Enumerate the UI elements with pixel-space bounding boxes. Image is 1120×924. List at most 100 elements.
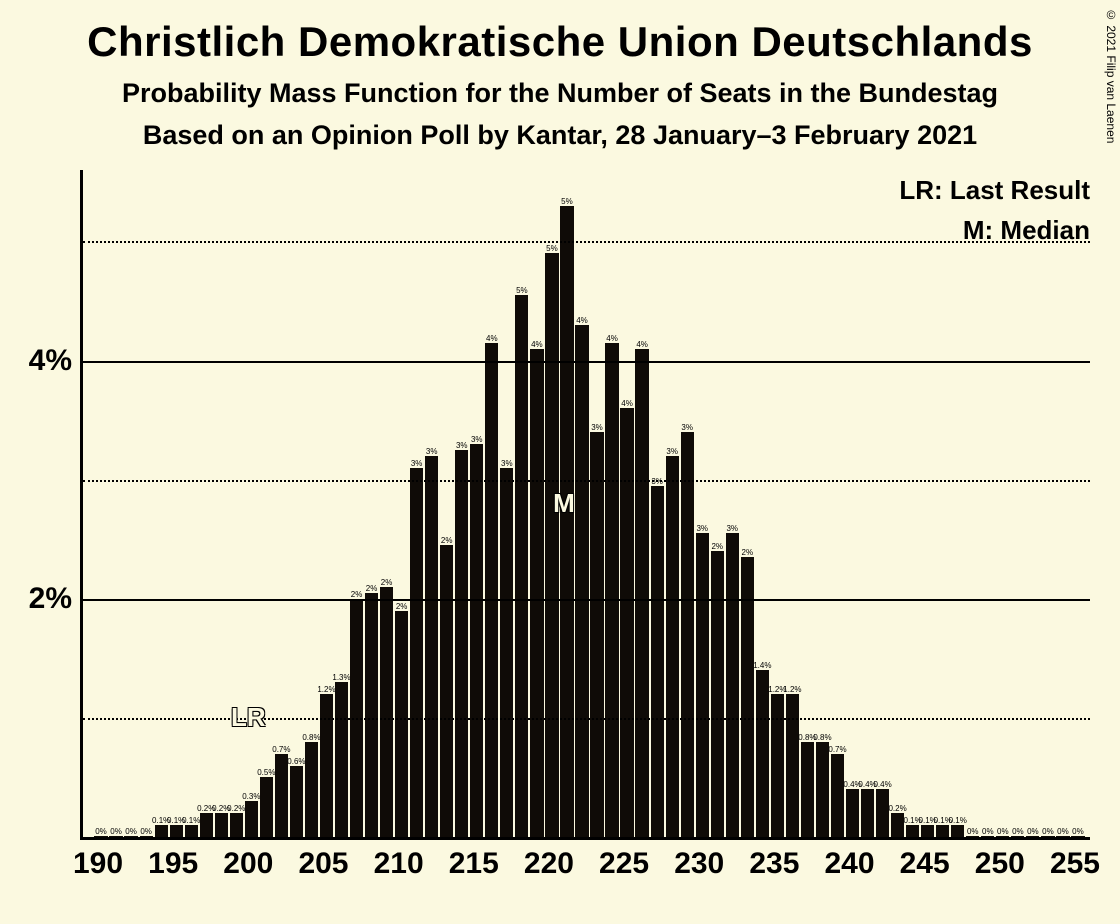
bar: 1.2%	[771, 694, 784, 837]
bar: 2%	[365, 593, 378, 837]
bar: 5%	[515, 295, 528, 837]
bar-value-label: 0%	[1027, 827, 1039, 836]
bar-value-label: 3%	[456, 441, 468, 450]
bar-value-label: 0.2%	[888, 804, 906, 813]
bar: 4%	[605, 343, 618, 837]
bar-value-label: 2%	[381, 578, 393, 587]
bar: 0.1%	[155, 825, 168, 837]
bar: 3%	[666, 456, 679, 837]
bar: 0.8%	[801, 742, 814, 837]
y-tick-label: 2%	[12, 582, 72, 616]
bar-value-label: 1.2%	[317, 685, 335, 694]
bar: 0.4%	[861, 789, 874, 837]
bar: 0.7%	[275, 754, 288, 837]
subtitle-1: Probability Mass Function for the Number…	[0, 78, 1120, 109]
bar-value-label: 0%	[997, 827, 1009, 836]
bar: 0%	[94, 836, 107, 837]
gridline-minor	[83, 241, 1090, 243]
bar-value-label: 3%	[666, 447, 678, 456]
marker-lr: LR	[231, 702, 266, 733]
bar-value-label: 2%	[742, 548, 754, 557]
bar: 0.2%	[891, 813, 904, 837]
bar-value-label: 2%	[396, 602, 408, 611]
bar-value-label: 2%	[441, 536, 453, 545]
bar: 2%	[711, 551, 724, 837]
bar-value-label: 1.2%	[783, 685, 801, 694]
copyright: © 2021 Filip van Laenen	[1104, 8, 1118, 143]
bar-value-label: 0.5%	[257, 768, 275, 777]
bar: 5%	[545, 253, 558, 837]
bar: 3%	[410, 468, 423, 837]
bar-value-label: 4%	[621, 399, 633, 408]
gridline-major	[83, 361, 1090, 363]
bar-value-label: 0.1%	[949, 816, 967, 825]
bar: 3%	[651, 486, 664, 837]
bar-value-label: 0%	[110, 827, 122, 836]
bar: 2%	[395, 611, 408, 837]
x-tick-label: 210	[374, 847, 424, 881]
bar: 0.1%	[936, 825, 949, 837]
bar: 3%	[726, 533, 739, 837]
bar-value-label: 1.4%	[753, 661, 771, 670]
y-tick-label: 4%	[12, 344, 72, 378]
bar: 1.4%	[756, 670, 769, 837]
bar: 4%	[485, 343, 498, 837]
bar: 0.4%	[846, 789, 859, 837]
bar-value-label: 0.7%	[272, 745, 290, 754]
bar: 0.2%	[200, 813, 213, 837]
bar-value-label: 0%	[140, 827, 152, 836]
bar: 4%	[620, 408, 633, 837]
bar: 1.2%	[320, 694, 333, 837]
bar: 3%	[590, 432, 603, 837]
bar: 1.3%	[335, 682, 348, 837]
bar-value-label: 3%	[471, 435, 483, 444]
x-tick-label: 195	[148, 847, 198, 881]
bar: 0.8%	[816, 742, 829, 837]
bar-value-label: 0%	[95, 827, 107, 836]
bar-value-label: 0.6%	[287, 757, 305, 766]
bar: 0.8%	[305, 742, 318, 837]
bar: 0%	[1011, 836, 1024, 837]
bar-value-label: 0.3%	[242, 792, 260, 801]
bar-value-label: 4%	[486, 334, 498, 343]
bar-value-label: 0%	[1012, 827, 1024, 836]
bar: 3%	[500, 468, 513, 837]
bar: 0%	[966, 836, 979, 837]
x-tick-label: 220	[524, 847, 574, 881]
bar-value-label: 3%	[726, 524, 738, 533]
page-title: Christlich Demokratische Union Deutschla…	[0, 18, 1120, 66]
bar: 0%	[1056, 836, 1069, 837]
x-tick-label: 250	[975, 847, 1025, 881]
x-tick-label: 225	[599, 847, 649, 881]
x-tick-label: 245	[900, 847, 950, 881]
bar-value-label: 4%	[576, 316, 588, 325]
subtitle-2: Based on an Opinion Poll by Kantar, 28 J…	[0, 120, 1120, 151]
x-tick-label: 200	[223, 847, 273, 881]
x-tick-label: 215	[449, 847, 499, 881]
bar: 0.1%	[170, 825, 183, 837]
bar-value-label: 3%	[591, 423, 603, 432]
marker-m: M	[553, 488, 575, 519]
bar-value-label: 0%	[967, 827, 979, 836]
bar-value-label: 0.8%	[302, 733, 320, 742]
bar-value-label: 3%	[681, 423, 693, 432]
bar: 3%	[425, 456, 438, 837]
bar-value-label: 3%	[411, 459, 423, 468]
bar-value-label: 0%	[1042, 827, 1054, 836]
bar: 0%	[124, 836, 137, 837]
bar-value-label: 3%	[696, 524, 708, 533]
bar: 0.4%	[876, 789, 889, 837]
bar: 4%	[635, 349, 648, 837]
x-tick-label: 230	[674, 847, 724, 881]
x-tick-label: 205	[298, 847, 348, 881]
bar: 0%	[109, 836, 122, 837]
bar-value-label: 2%	[711, 542, 723, 551]
bar: 0.1%	[951, 825, 964, 837]
bar: 0%	[981, 836, 994, 837]
chart-canvas: Christlich Demokratische Union Deutschla…	[0, 0, 1120, 924]
x-tick-label: 190	[73, 847, 123, 881]
bar-value-label: 1.3%	[332, 673, 350, 682]
bar: 0%	[1071, 836, 1084, 837]
bar: 4%	[575, 325, 588, 837]
bar: 3%	[470, 444, 483, 837]
